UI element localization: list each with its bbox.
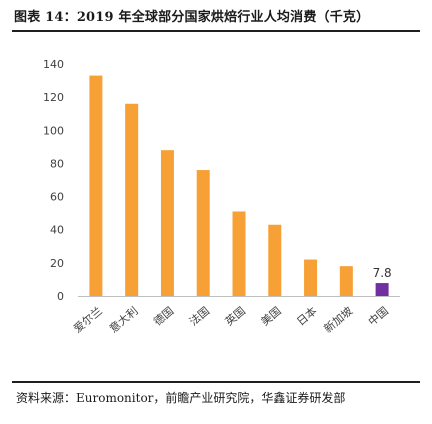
y-tick-label: 20 (50, 257, 64, 270)
x-tick-label: 美国 (258, 304, 283, 328)
data-label: 7.8 (373, 266, 392, 280)
x-tick-label: 英国 (222, 304, 248, 329)
x-tick-label: 爱尔兰 (71, 304, 105, 335)
source-note: 资料来源：Euromonitor，前瞻产业研究院，华鑫证券研发部 (16, 391, 346, 405)
x-tick-label: 日本 (294, 304, 320, 329)
x-axis-labels: 爱尔兰 意大利 德国 法国 英国 美国 日本 新加坡 中国 (71, 304, 391, 336)
y-tick-label: 100 (43, 124, 64, 137)
x-tick-label: 德国 (151, 304, 177, 329)
bar (304, 259, 318, 296)
y-tick-label: 40 (50, 224, 64, 237)
x-tick-label: 中国 (366, 304, 391, 328)
y-tick-label: 80 (50, 157, 64, 170)
y-tick-label: 60 (50, 191, 64, 204)
x-tick-label: 法国 (186, 304, 212, 329)
bar (375, 283, 389, 296)
bar (89, 75, 103, 296)
y-tick-label: 0 (57, 290, 64, 303)
data-labels: 7.8 (373, 266, 392, 280)
bar (160, 150, 174, 296)
bar (196, 170, 210, 296)
bars (89, 75, 389, 296)
bar (339, 266, 353, 296)
x-tick-label: 新加坡 (321, 304, 355, 336)
title-rule (12, 30, 420, 32)
bar (232, 211, 246, 296)
chart-title: 图表 14：2019 年全球部分国家烘焙行业人均消费（千克） (14, 10, 370, 25)
y-tick-label: 140 (43, 58, 64, 71)
y-tick-label: 120 (43, 91, 64, 104)
source-rule (12, 381, 420, 383)
bar (125, 103, 139, 296)
y-axis: 0 20 40 60 80 100 120 140 (43, 58, 400, 303)
bar-chart: 0 20 40 60 80 100 120 140 爱尔兰 意大利 德国 法国 英国 美国 日本 新加坡 中国… (43, 58, 400, 336)
bar (268, 224, 282, 296)
x-tick-label: 意大利 (106, 304, 140, 336)
